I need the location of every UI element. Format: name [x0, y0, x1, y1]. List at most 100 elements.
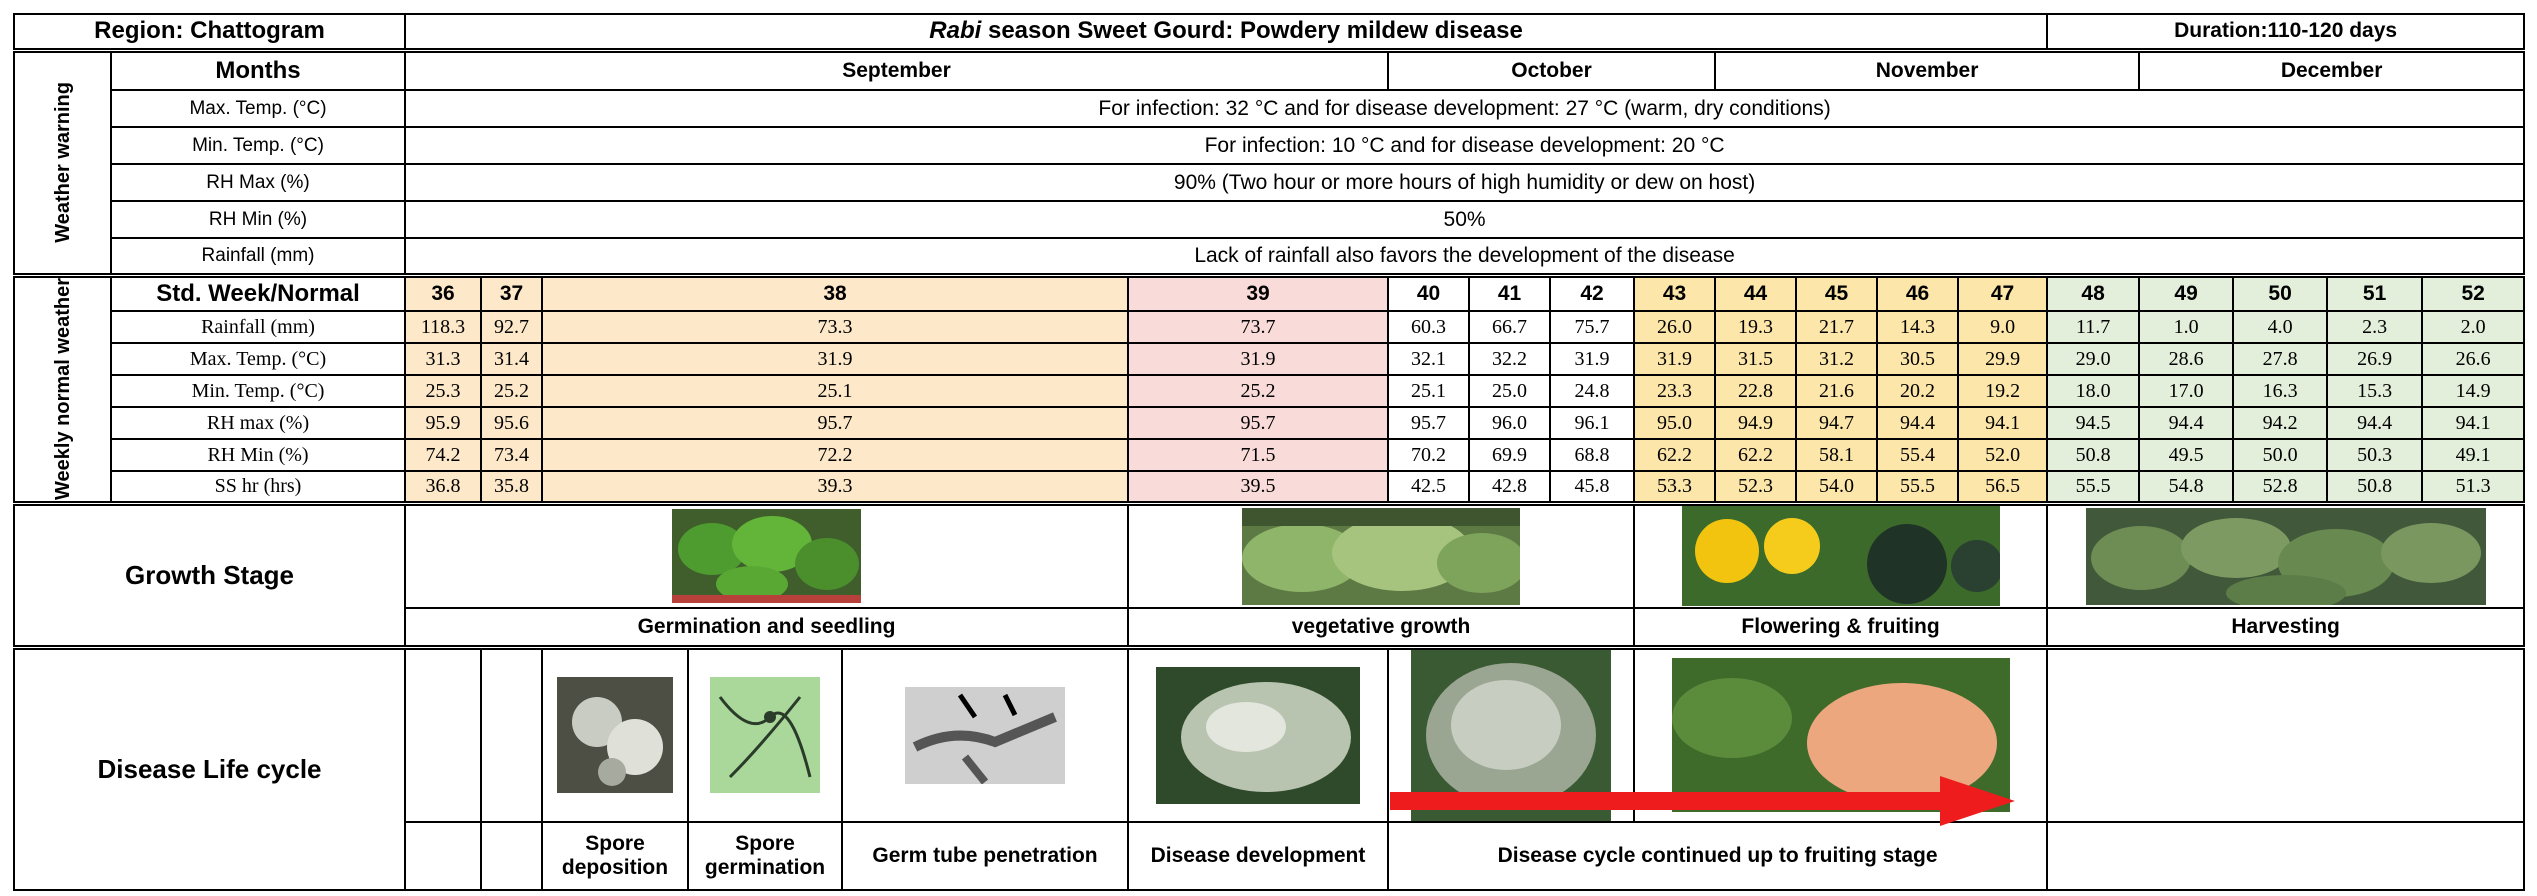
weather-value: 96.1 — [1550, 407, 1634, 439]
weather-value: 1.0 — [2139, 311, 2233, 343]
arrow — [1390, 776, 2020, 826]
weather-value: 19.2 — [1958, 375, 2047, 407]
warning-text: For infection: 10 °C and for disease dev… — [405, 127, 2524, 164]
weather-value: 53.3 — [1634, 471, 1715, 503]
row-label: Max. Temp. (°C) — [111, 343, 405, 375]
section-label: Disease Life cycle — [14, 647, 405, 890]
section-label: Growth Stage — [14, 503, 405, 647]
weather-value: 26.0 — [1634, 311, 1715, 343]
stage-photo — [405, 503, 1128, 608]
row-label: RH Min (%) — [111, 439, 405, 471]
table-row: Min. Temp. (°C)For infection: 10 °C and … — [14, 127, 2524, 164]
weather-value: 31.9 — [1634, 343, 1715, 375]
warning-text: Lack of rainfall also favors the develop… — [405, 238, 2524, 275]
week-number: 47 — [1958, 275, 2047, 311]
photo — [905, 687, 1065, 784]
weather-value: 52.0 — [1958, 439, 2047, 471]
weather-value: 20.2 — [1877, 375, 1958, 407]
arrow-head — [1940, 776, 2015, 826]
photo-shape — [1672, 678, 1792, 758]
weather-value: 75.7 — [1550, 311, 1634, 343]
weather-value: 31.2 — [1796, 343, 1877, 375]
weather-value: 94.4 — [2139, 407, 2233, 439]
weather-value: 71.5 — [1128, 439, 1388, 471]
photo — [672, 509, 861, 603]
weather-value: 51.3 — [2422, 471, 2524, 503]
empty-cell — [2047, 822, 2524, 890]
photo — [1156, 667, 1360, 804]
title-text: season Sweet Gourd: Powdery mildew disea… — [988, 17, 1523, 44]
table-row: Growth Stage — [14, 503, 2524, 608]
week-number: 48 — [2047, 275, 2139, 311]
section-label-text: Weekly normal weather — [50, 278, 76, 500]
weather-value: 54.8 — [2139, 471, 2233, 503]
weather-value: 28.6 — [2139, 343, 2233, 375]
weather-value: 30.5 — [1877, 343, 1958, 375]
weather-value: 31.9 — [1128, 343, 1388, 375]
weather-value: 22.8 — [1715, 375, 1796, 407]
week-number: 50 — [2233, 275, 2327, 311]
weather-value: 94.2 — [2233, 407, 2327, 439]
weather-value: 49.5 — [2139, 439, 2233, 471]
week-number: 52 — [2422, 275, 2524, 311]
table-row: Rainfall (mm)Lack of rainfall also favor… — [14, 238, 2524, 275]
week-number: 43 — [1634, 275, 1715, 311]
week-number: 51 — [2327, 275, 2422, 311]
weather-value: 17.0 — [2139, 375, 2233, 407]
weather-value: 26.9 — [2327, 343, 2422, 375]
month: December — [2139, 50, 2524, 90]
row-label: Min. Temp. (°C) — [111, 375, 405, 407]
stage-label: Harvesting — [2047, 608, 2524, 647]
row-header: Std. Week/Normal — [111, 275, 405, 311]
table-row: Max. Temp. (°C)For infection: 32 °C and … — [14, 90, 2524, 127]
row-header: Months — [111, 50, 405, 90]
title: Rabi season Sweet Gourd: Powdery mildew … — [405, 14, 2047, 50]
weather-value: 55.5 — [1877, 471, 1958, 503]
weather-value: 73.4 — [481, 439, 542, 471]
weather-value: 66.7 — [1469, 311, 1550, 343]
week-number: 38 — [542, 275, 1128, 311]
weather-value: 94.1 — [2422, 407, 2524, 439]
weather-value: 73.3 — [542, 311, 1128, 343]
cycle-photo — [842, 647, 1128, 822]
week-number: 40 — [1388, 275, 1469, 311]
photo — [2086, 508, 2486, 605]
week-number: 45 — [1796, 275, 1877, 311]
week-number: 37 — [481, 275, 542, 311]
photo-shape — [1764, 518, 1820, 574]
weather-value: 15.3 — [2327, 375, 2422, 407]
weather-value: 29.0 — [2047, 343, 2139, 375]
photo-shape — [1206, 702, 1286, 752]
title-italic: Rabi — [929, 17, 981, 44]
month: October — [1388, 50, 1715, 90]
weather-value: 32.2 — [1469, 343, 1550, 375]
cycle-step: Disease development — [1128, 822, 1388, 890]
cycle-step: Spore deposition — [542, 822, 688, 890]
page: Sweet Gourd Powdery mildew {"header": {"… — [0, 0, 2537, 896]
cycle-photo — [542, 647, 688, 822]
empty-cell — [405, 822, 481, 890]
weather-value: 52.3 — [1715, 471, 1796, 503]
weather-value: 49.1 — [2422, 439, 2524, 471]
weather-value: 29.9 — [1958, 343, 2047, 375]
photo — [557, 677, 673, 793]
weather-value: 31.3 — [405, 343, 481, 375]
photo-shape — [2181, 518, 2291, 578]
week-number: 39 — [1128, 275, 1388, 311]
weather-value: 94.4 — [1877, 407, 1958, 439]
stage-photo — [1634, 503, 2047, 608]
weather-value: 94.1 — [1958, 407, 2047, 439]
weather-value: 58.1 — [1796, 439, 1877, 471]
stage-photo — [1128, 503, 1634, 608]
weather-value: 95.7 — [1388, 407, 1469, 439]
warning-text: 50% — [405, 201, 2524, 238]
empty-cell — [481, 822, 542, 890]
weather-value: 25.0 — [1469, 375, 1550, 407]
